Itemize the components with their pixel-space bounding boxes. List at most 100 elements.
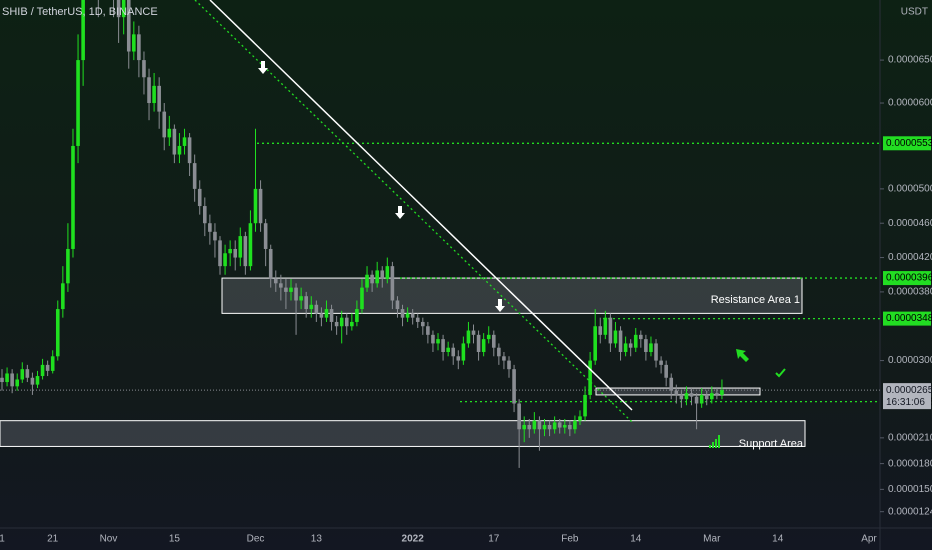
candle-body <box>61 283 65 310</box>
last-price-label: 0.00002656 <box>886 385 932 396</box>
candle-body <box>689 393 694 397</box>
candle-body <box>421 321 425 327</box>
candle-body <box>20 369 25 380</box>
candle-body <box>339 317 344 327</box>
candle-body <box>623 343 628 352</box>
candle-body <box>344 317 349 327</box>
candle-body <box>471 330 476 335</box>
y-tick-label: 0.00003800 <box>888 287 932 298</box>
candle-body <box>481 339 486 352</box>
x-tick-label: Dec <box>247 534 265 545</box>
candle-body <box>593 326 597 361</box>
y-tick-label: 0.00006000 <box>888 98 932 109</box>
candles <box>0 0 724 468</box>
candle-body <box>710 393 714 400</box>
candle-body <box>557 422 562 428</box>
candle-body <box>177 145 182 155</box>
x-tick-label: 13 <box>311 534 323 545</box>
signal-bar <box>718 435 720 448</box>
candle-body <box>431 334 435 344</box>
candle-body <box>192 163 197 189</box>
candle-body <box>162 111 167 138</box>
signal-bar <box>712 442 714 448</box>
candle-body <box>461 343 466 361</box>
candle-body <box>137 34 141 61</box>
candle-body <box>380 270 385 280</box>
candle-body <box>694 396 699 404</box>
candle-body <box>512 369 516 404</box>
x-tick-label: 17 <box>488 534 500 545</box>
candle-body <box>233 248 238 258</box>
candle-body <box>451 347 456 357</box>
candle-body <box>253 188 258 224</box>
green-arrow <box>736 349 749 362</box>
candle-body <box>542 424 547 430</box>
level-label-box <box>883 271 931 286</box>
candle-body <box>552 422 557 430</box>
trendlines <box>194 0 633 423</box>
candle-body <box>10 373 14 387</box>
candle-body <box>50 356 55 371</box>
y-tick-label: 0.00001800 <box>888 458 932 469</box>
candle-body <box>365 274 369 288</box>
candle-body <box>395 300 400 310</box>
last-price-box <box>883 383 931 410</box>
candle-body <box>441 339 445 352</box>
candle-body <box>45 364 50 371</box>
zone <box>221 277 803 314</box>
zones <box>0 277 806 447</box>
x-tick-label: 15 <box>169 534 181 545</box>
candle-body <box>334 321 339 327</box>
x-tick-label: Feb <box>561 534 579 545</box>
candle-body <box>562 424 567 428</box>
candle-body <box>147 77 151 104</box>
candle-body <box>228 248 232 254</box>
level-label: 0.00005531 <box>886 138 932 149</box>
check-mark <box>775 368 786 378</box>
candle-body <box>182 137 187 146</box>
candle-body <box>157 85 161 112</box>
candle-body <box>248 223 253 267</box>
candle-body <box>126 0 131 52</box>
candle-body <box>436 339 440 344</box>
candle-body <box>66 248 70 284</box>
candle-body <box>618 330 623 352</box>
candle-body <box>644 339 648 352</box>
candle-body <box>40 364 45 377</box>
signal-bars <box>709 435 720 448</box>
candle-body <box>491 334 496 348</box>
candle-body <box>583 394 587 417</box>
countdown: 16:31:06 <box>886 397 925 408</box>
candle-body <box>507 360 511 370</box>
candle-body <box>578 416 582 421</box>
candle-body <box>486 334 491 340</box>
candle-body <box>659 360 663 365</box>
candle-body <box>517 403 521 430</box>
candle-body <box>55 309 60 357</box>
candle-body <box>258 188 263 224</box>
candle-body <box>410 313 415 318</box>
zone <box>0 420 806 447</box>
candle-body <box>588 360 592 395</box>
candle-body <box>608 317 613 344</box>
candle-body <box>30 377 35 385</box>
candle-body <box>223 253 227 267</box>
candle-body <box>187 137 192 164</box>
level-label-box <box>883 136 931 151</box>
candle-body <box>213 231 217 241</box>
x-tick-label: Mar <box>703 534 721 545</box>
candle-body <box>152 85 156 104</box>
candle-body <box>71 145 75 249</box>
candle-body <box>704 394 709 400</box>
candle-body <box>238 236 243 258</box>
candle-body <box>116 0 121 18</box>
trendline-dotted <box>194 0 633 423</box>
y-tick-label: 0.00001240 <box>888 506 932 517</box>
candle-body <box>390 266 395 301</box>
y-tick-label: 0.00005000 <box>888 184 932 195</box>
candle-body <box>268 248 273 280</box>
level-label-box <box>883 311 931 326</box>
signal-bar <box>715 439 717 448</box>
y-tick-label: 0.00003000 <box>888 355 932 366</box>
